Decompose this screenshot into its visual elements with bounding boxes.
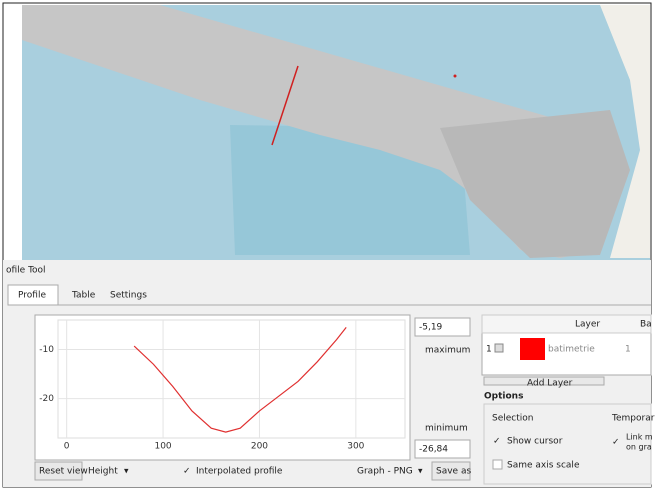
layer-name: batimetrie — [548, 345, 595, 355]
x-tick-label: 300 — [347, 442, 364, 452]
same-axis-checkbox[interactable]: Same axis scale — [507, 461, 580, 471]
min-label: minimum — [425, 424, 468, 434]
reset-button[interactable]: Reset view — [39, 467, 88, 477]
checkbox[interactable] — [493, 460, 502, 469]
row-checkbox[interactable] — [495, 344, 503, 352]
interpolated-checkbox[interactable]: Interpolated profile — [196, 467, 283, 477]
app-window: ofile Tool Profile Table Settings -10 -20… — [0, 0, 655, 490]
map-canvas[interactable] — [22, 5, 650, 260]
mode-dropdown[interactable]: Height — [88, 467, 118, 477]
show-cursor-checkbox[interactable]: Show cursor — [507, 437, 563, 447]
temporary-label: Temporar — [611, 414, 655, 424]
add-layer-button[interactable]: Add Layer — [527, 379, 573, 389]
dropdown-arrow: ▾ — [124, 467, 129, 477]
options-title: Options — [484, 392, 523, 402]
check-mark: ✓ — [183, 467, 191, 477]
min-value[interactable]: -26,84 — [419, 445, 448, 455]
x-tick-label: 100 — [154, 442, 171, 452]
tab[interactable]: Settings — [110, 291, 147, 301]
selection-label: Selection — [492, 414, 533, 424]
y-tick-label: -20 — [39, 394, 54, 404]
dropdown-arrow: ▾ — [418, 467, 423, 477]
check-mark: ✓ — [493, 437, 501, 447]
max-label: maximum — [425, 346, 470, 356]
check-mark: ✓ — [612, 438, 620, 448]
y-tick-label: -10 — [39, 345, 54, 355]
tab[interactable]: Table — [71, 291, 96, 301]
x-tick-label: 0 — [64, 442, 70, 452]
column-header: Ba — [640, 320, 652, 330]
link-label[interactable]: Link m — [626, 433, 653, 442]
save-button[interactable]: Save as — [436, 467, 471, 477]
export-dropdown[interactable]: Graph - PNG — [357, 467, 413, 477]
tab[interactable]: Profile — [18, 291, 46, 301]
column-header: Layer — [575, 320, 600, 330]
table-header — [482, 315, 651, 333]
panel-title: ofile Tool — [6, 266, 46, 276]
max-value[interactable]: -5,19 — [419, 323, 443, 333]
screen: ofile Tool Profile Table Settings -10 -20… — [0, 0, 655, 490]
band: 1 — [625, 345, 631, 355]
row-index: 1 — [486, 345, 492, 355]
link-label[interactable]: on gra — [626, 443, 652, 452]
x-tick-label: 200 — [251, 442, 268, 452]
color-swatch[interactable] — [520, 338, 545, 360]
map-point — [454, 75, 457, 78]
